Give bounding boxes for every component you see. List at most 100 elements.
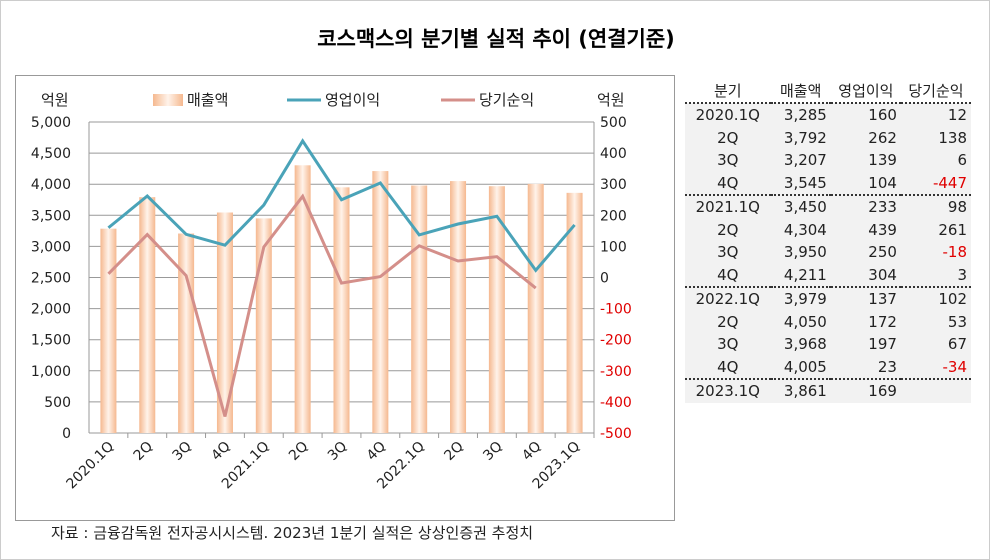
source-note: 자료 : 금융감독원 전자공시시스템. 2023년 1분기 실적은 상상인증권 …	[51, 524, 534, 542]
table-cell: 3,207	[770, 149, 831, 172]
table-cell: 2020.1Q	[685, 103, 771, 127]
x-tick-label: 2Q	[131, 439, 156, 464]
line-net-income	[107, 193, 537, 417]
table-cell: 139	[830, 149, 901, 172]
table-cell: -447	[900, 171, 971, 195]
table-cell: -18	[900, 241, 971, 264]
table-row: 2021.1Q 3,450 233 98	[685, 194, 971, 219]
bar-revenue	[372, 171, 389, 433]
right-tick-label: -400	[600, 395, 632, 411]
table-cell: 4Q	[685, 171, 771, 195]
right-tick-label: -200	[600, 333, 632, 349]
right-tick-label: -300	[600, 364, 632, 380]
left-tick-label: 4,000	[31, 177, 71, 193]
table-row: 4Q 4,211 304 3	[685, 263, 971, 287]
legend-label: 매출액	[187, 91, 228, 109]
table-cell: 2Q	[685, 218, 771, 241]
left-tick-label: 5,000	[31, 115, 71, 131]
left-tick-label: 3,500	[31, 208, 71, 224]
bar-revenue	[488, 186, 505, 433]
table-row: 4Q 4,005 23 -34	[685, 355, 971, 379]
bar-revenue	[450, 181, 467, 433]
table-cell: 104	[830, 171, 901, 195]
table-row: 2020.1Q 3,285 160 12	[685, 103, 971, 127]
table-cell	[900, 378, 971, 403]
table-cell: 2Q	[685, 126, 771, 149]
table-cell: 4Q	[685, 355, 771, 379]
bar-revenue	[294, 165, 311, 433]
table-cell: 23	[830, 355, 901, 379]
table-row: 4Q 3,545 104 -447	[685, 171, 971, 195]
table-cell: 98	[900, 194, 971, 219]
table-cell: 3,545	[770, 171, 831, 195]
x-tick-label: 3Q	[170, 439, 195, 464]
table-cell: 3Q	[685, 241, 771, 264]
bar-revenue	[566, 192, 583, 433]
bar-revenue	[333, 187, 350, 433]
table-cell: 233	[830, 194, 901, 219]
left-tick-label: 0	[62, 426, 71, 442]
bar-revenue	[216, 212, 233, 433]
table-cell: 172	[830, 310, 901, 333]
x-tick-label: 4Q	[519, 439, 544, 464]
table-row: 3Q 3,207 139 6	[685, 149, 971, 172]
table-cell: 439	[830, 218, 901, 241]
left-tick-label: 2,500	[31, 271, 71, 287]
table-cell: 3,979	[770, 286, 831, 311]
table-cell: 169	[830, 378, 901, 403]
line-operating-profit	[107, 138, 576, 273]
x-tick-label: 3Q	[325, 439, 350, 464]
left-tick-label: 2,000	[31, 302, 71, 318]
legend-swatch-revenue	[153, 94, 183, 106]
table-cell: 304	[830, 263, 901, 287]
right-tick-label: 200	[600, 208, 627, 224]
left-tick-label: 4,500	[31, 146, 71, 162]
table-cell: 102	[900, 286, 971, 311]
table-cell: 160	[830, 103, 901, 127]
table-cell: 3,450	[770, 194, 831, 219]
right-tick-label: 500	[600, 115, 627, 131]
right-tick-label: 100	[600, 239, 627, 255]
table-cell: 250	[830, 241, 901, 264]
legend-label: 당기순익	[479, 91, 534, 109]
right-tick-label: 0	[600, 271, 609, 287]
table-row: 2023.1Q 3,861 169	[685, 378, 971, 403]
table-cell: 2023.1Q	[685, 378, 771, 403]
left-tick-label: 500	[44, 395, 71, 411]
left-axis-unit: 억원	[41, 91, 69, 109]
right-tick-label: -500	[600, 426, 632, 442]
bar-revenue	[139, 197, 156, 433]
table-header: 영업이익	[830, 79, 901, 104]
table-row: 3Q 3,950 250 -18	[685, 241, 971, 264]
table-cell: 3,968	[770, 333, 831, 356]
table-row: 2Q 4,304 439 261	[685, 218, 971, 241]
table-cell: 4,050	[770, 310, 831, 333]
x-tick-label: 4Q	[364, 439, 389, 464]
table-cell: 138	[900, 126, 971, 149]
table-row: 2Q 4,050 172 53	[685, 310, 971, 333]
bar-revenue	[178, 233, 195, 433]
x-tick-label: 3Q	[480, 439, 505, 464]
table-cell: 4Q	[685, 263, 771, 287]
chart-frame	[15, 75, 675, 521]
data-table: 분기 매출액 영업이익 당기순익 2020.1Q 3,285 160 12 2Q 3,792 262…	[685, 79, 971, 403]
left-tick-label: 1,000	[31, 364, 71, 380]
x-tick-label: 2Q	[441, 439, 466, 464]
table-cell: 197	[830, 333, 901, 356]
legend-label: 영업이익	[325, 91, 380, 109]
x-tick-label: 2Q	[286, 439, 311, 464]
table-row: 3Q 3,968 197 67	[685, 333, 971, 356]
table-cell: 3,950	[770, 241, 831, 264]
table-cell: 3Q	[685, 333, 771, 356]
table-cell: 6	[900, 149, 971, 172]
right-tick-label: 400	[600, 146, 627, 162]
table-cell: 67	[900, 333, 971, 356]
table-cell: 3,861	[770, 378, 831, 403]
right-tick-label: -100	[600, 302, 632, 318]
bar-revenue	[527, 183, 544, 433]
page-title: 코스맥스의 분기별 실적 추이 (연결기준)	[317, 27, 675, 51]
table-cell: 4,005	[770, 355, 831, 379]
right-tick-label: 300	[600, 177, 627, 193]
table-cell: 53	[900, 310, 971, 333]
chart: 0 500 1,000 1,500 2,000 2,500 3,000 3,500 4,000 4…	[31, 91, 632, 492]
